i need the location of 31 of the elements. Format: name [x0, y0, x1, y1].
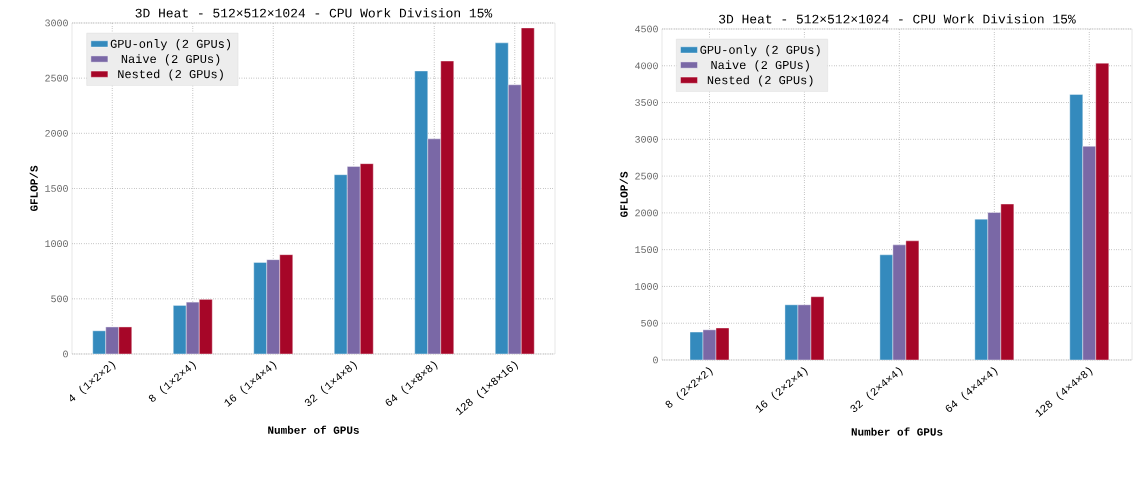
legend-label: Naive (2 GPUs)	[711, 60, 809, 72]
y-tick-label: 2000	[45, 129, 68, 137]
y-tick-label: 1500	[635, 246, 658, 254]
bar	[1095, 62, 1109, 360]
legend-label: Naive (2 GPUs)	[121, 54, 220, 66]
y-tick-label: 500	[641, 319, 658, 327]
chart-title: 3D Heat - 512×512×1024 - CPU Work Division 15%	[135, 7, 493, 18]
y-tick-label: 2500	[635, 172, 658, 180]
x-axis-title: Number of GPUs	[851, 427, 943, 436]
y-tick-label: 3000	[635, 135, 658, 143]
y-tick-label: 4500	[635, 25, 658, 33]
y-tick-label: 1000	[635, 283, 658, 290]
y-axis-title: GFLOP/S	[619, 171, 628, 218]
y-tick-label: 2500	[45, 74, 68, 82]
y-axis-title: GFLOP/S	[29, 165, 38, 212]
chart-title: 3D Heat - 512×512×1024 - CPU Work Division 15%	[719, 13, 1076, 24]
legend-label: GPU-only (2 GPUs)	[700, 45, 820, 57]
y-tick-label: 3500	[635, 99, 658, 106]
y-tick-label: 500	[51, 295, 68, 303]
y-tick-label: 3000	[45, 19, 68, 27]
y-tick-label: 2000	[635, 209, 658, 217]
legend-label: GPU-only (2 GPUs)	[110, 39, 231, 51]
bar	[1000, 203, 1015, 360]
legend-label: Nested (2 GPUs)	[707, 75, 813, 87]
y-tick-label: 1500	[45, 185, 68, 192]
y-tick-label: 1000	[45, 240, 68, 248]
y-tick-label: 0	[63, 350, 68, 358]
legend-label: Nested (2 GPUs)	[118, 69, 223, 81]
x-axis-title: Number of GPUs	[268, 425, 359, 434]
y-tick-label: 4000	[635, 62, 658, 70]
y-tick-label: 0	[653, 356, 658, 364]
